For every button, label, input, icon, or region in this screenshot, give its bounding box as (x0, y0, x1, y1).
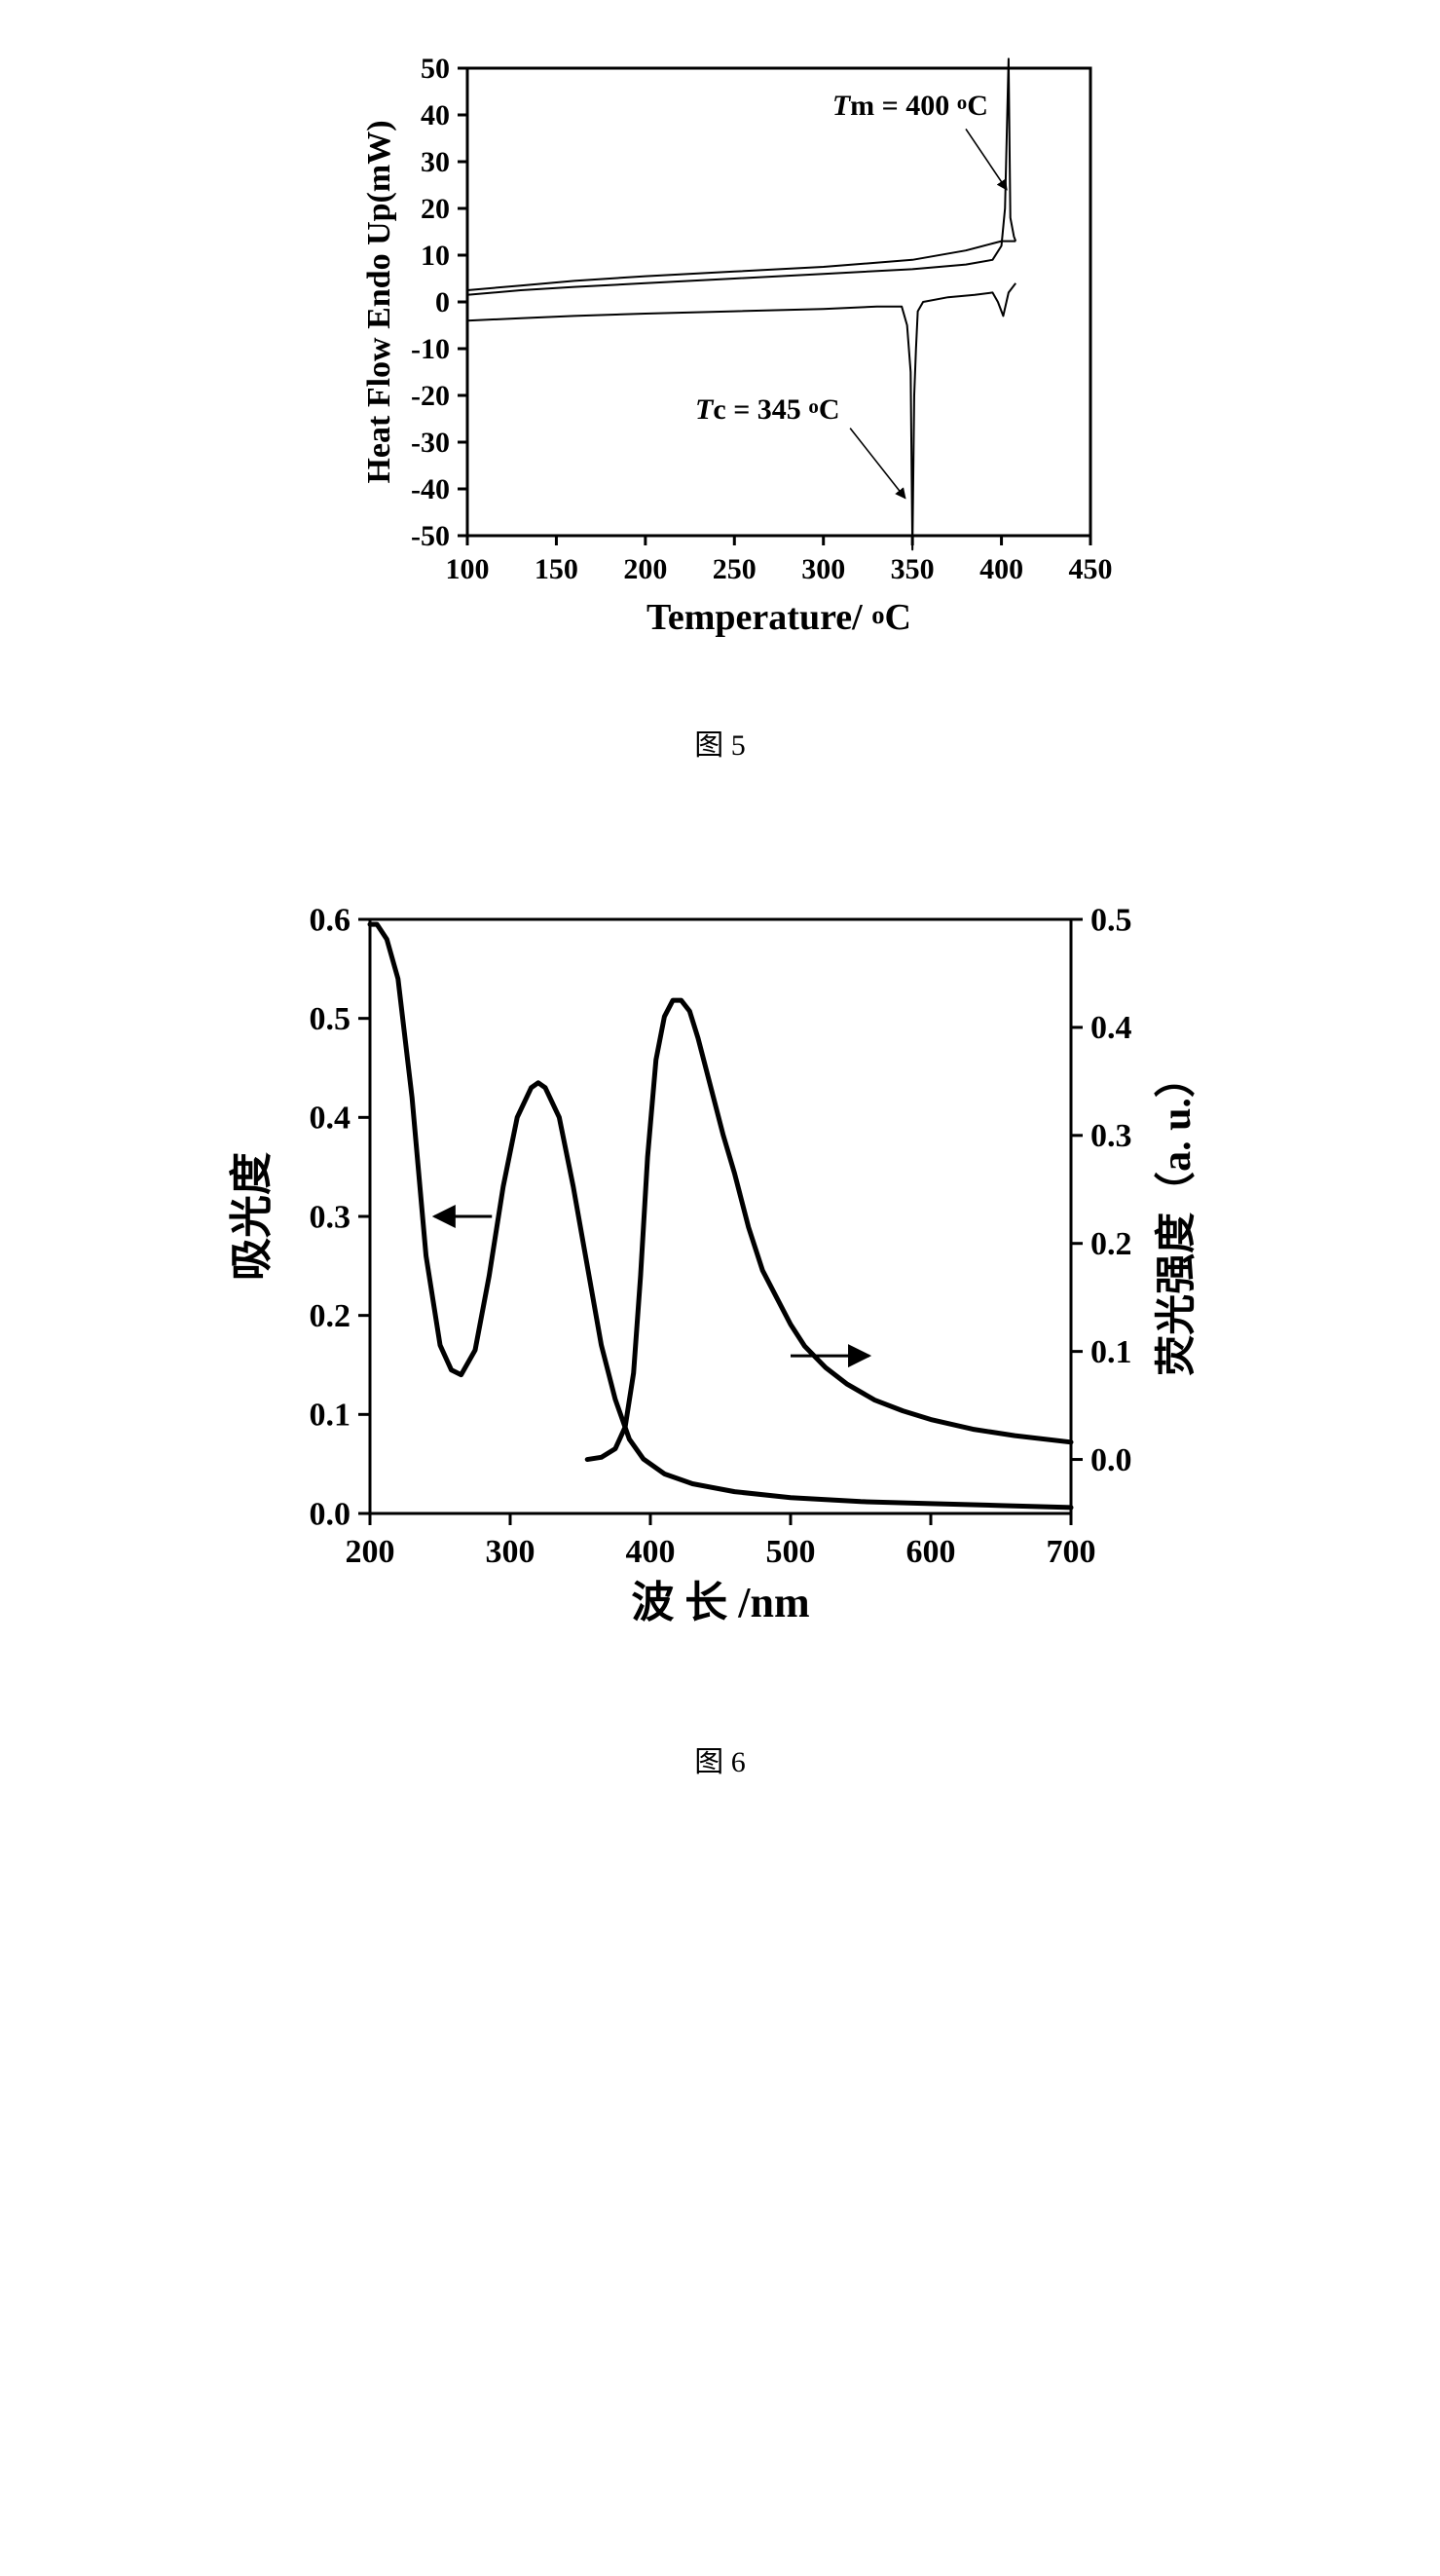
svg-text:0.0: 0.0 (309, 1496, 351, 1532)
svg-text:300: 300 (801, 553, 845, 585)
figure-5-block: 100 150 200 250 300 350 400 450 -50 -40 -30 -20 -10 0… (39, 39, 1401, 764)
figure-5-caption: 图 5 (694, 721, 746, 764)
svg-text:0: 0 (435, 286, 450, 318)
svg-text:0.2: 0.2 (309, 1298, 351, 1334)
svg-text:50: 50 (421, 53, 450, 85)
svg-text:0.1: 0.1 (1090, 1334, 1132, 1370)
svg-text:Heat Flow Endo Up(mW): Heat Flow Endo Up(mW) (361, 120, 397, 483)
svg-text:250: 250 (712, 553, 756, 585)
svg-text:0.6: 0.6 (309, 902, 351, 938)
svg-text:600: 600 (905, 1534, 955, 1570)
svg-text:0.0: 0.0 (1090, 1442, 1132, 1478)
svg-text:300: 300 (485, 1534, 535, 1570)
svg-text:20: 20 (421, 193, 450, 225)
figure-5-chart: 100 150 200 250 300 350 400 450 -50 -40 -30 -20 -10 0… (273, 39, 1168, 662)
svg-text:荧光强度（a. u.）: 荧光强度（a. u.） (1154, 1057, 1200, 1376)
svg-text:-20: -20 (411, 380, 450, 412)
svg-text:-50: -50 (411, 520, 450, 552)
svg-text:40: 40 (421, 99, 450, 131)
svg-text:-40: -40 (411, 473, 450, 505)
svg-text:200: 200 (623, 553, 667, 585)
svg-text:0.3: 0.3 (1090, 1118, 1132, 1154)
svg-text:0.5: 0.5 (309, 1001, 351, 1037)
svg-text:400: 400 (979, 553, 1023, 585)
svg-text:100: 100 (445, 553, 489, 585)
svg-text:0.4: 0.4 (1090, 1010, 1132, 1046)
svg-text:150: 150 (534, 553, 577, 585)
svg-text:吸光度: 吸光度 (228, 1152, 276, 1281)
figure-6-caption: 图 6 (694, 1737, 746, 1780)
svg-text:0.4: 0.4 (309, 1101, 351, 1137)
figure-6-block: 200 300 400 500 600 700 0.0 0.1 0.2 0.3 0.4 0.5 0.6 0… (39, 880, 1401, 1780)
svg-text:0.3: 0.3 (309, 1199, 351, 1235)
svg-text:350: 350 (890, 553, 934, 585)
svg-text:-30: -30 (411, 427, 450, 459)
svg-text:波 长 /nm: 波 长 /nm (631, 1579, 809, 1626)
svg-text:500: 500 (765, 1534, 815, 1570)
svg-text:0.2: 0.2 (1090, 1226, 1132, 1262)
svg-text:450: 450 (1068, 553, 1112, 585)
svg-text:0.1: 0.1 (309, 1398, 351, 1434)
svg-text:400: 400 (625, 1534, 675, 1570)
svg-text:Temperature/ oC: Temperature/ oC (646, 597, 911, 638)
svg-text:-10: -10 (411, 333, 450, 365)
svg-text:30: 30 (421, 146, 450, 178)
svg-text:200: 200 (345, 1534, 394, 1570)
svg-text:10: 10 (421, 240, 450, 272)
svg-text:Tc = 345 oC: Tc = 345 oC (695, 393, 839, 426)
svg-text:700: 700 (1046, 1534, 1095, 1570)
svg-text:0.5: 0.5 (1090, 902, 1132, 938)
figure-6-chart: 200 300 400 500 600 700 0.0 0.1 0.2 0.3 0.4 0.5 0.6 0… (175, 880, 1266, 1679)
